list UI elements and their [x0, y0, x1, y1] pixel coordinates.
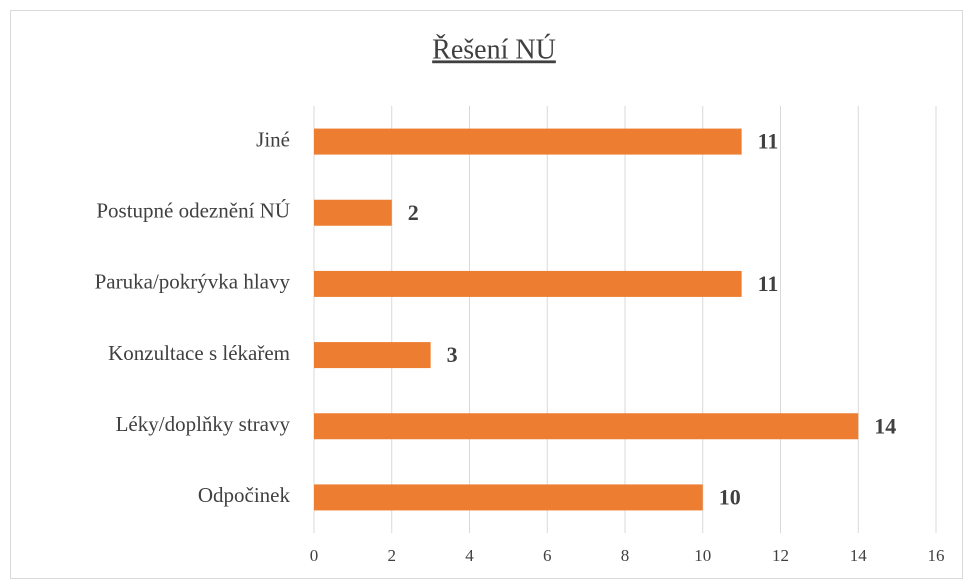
x-tick-label: 16 [928, 546, 945, 565]
chart-title: Řešení NÚ [432, 34, 556, 65]
x-tick-label: 10 [694, 546, 711, 565]
x-tick-label: 0 [310, 546, 319, 565]
bar [314, 128, 742, 155]
data-label: 11 [758, 129, 779, 154]
bar [314, 342, 431, 369]
bar [314, 413, 859, 440]
x-tick-label: 8 [621, 546, 630, 565]
y-tick-label: Konzultace s lékařem [108, 341, 290, 365]
bar [314, 270, 742, 297]
data-label: 11 [758, 271, 779, 296]
y-tick-label: Jiné [256, 127, 290, 151]
bar [314, 199, 392, 226]
data-label: 14 [874, 413, 896, 438]
data-label: 2 [408, 200, 419, 225]
x-tick-label: 14 [850, 546, 868, 565]
x-tick-label: 2 [388, 546, 397, 565]
y-tick-label: Paruka/pokrývka hlavy [95, 270, 291, 294]
y-tick-label: Odpočinek [198, 483, 291, 507]
bar [314, 484, 703, 511]
y-tick-label: Postupné odeznění NÚ [96, 199, 290, 223]
data-label: 3 [447, 342, 458, 367]
data-label: 10 [719, 484, 741, 509]
x-tick-label: 12 [772, 546, 789, 565]
x-tick-label: 6 [543, 546, 552, 565]
x-tick-label: 4 [465, 546, 474, 565]
y-tick-label: Léky/doplňky stravy [116, 412, 291, 436]
